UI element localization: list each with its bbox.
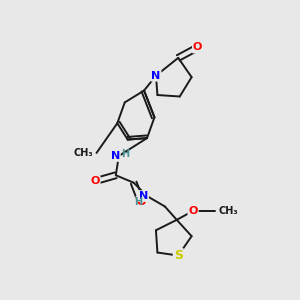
Text: N: N (139, 191, 148, 201)
Text: H: H (121, 148, 129, 159)
Text: H: H (134, 197, 142, 207)
Text: CH₃: CH₃ (218, 206, 238, 216)
Text: CH₃: CH₃ (74, 148, 94, 158)
Text: O: O (136, 197, 146, 207)
Text: O: O (193, 43, 202, 52)
Text: O: O (90, 176, 100, 186)
Text: S: S (174, 249, 183, 262)
Text: N: N (151, 71, 160, 81)
Text: N: N (111, 151, 120, 161)
Text: O: O (188, 206, 198, 216)
